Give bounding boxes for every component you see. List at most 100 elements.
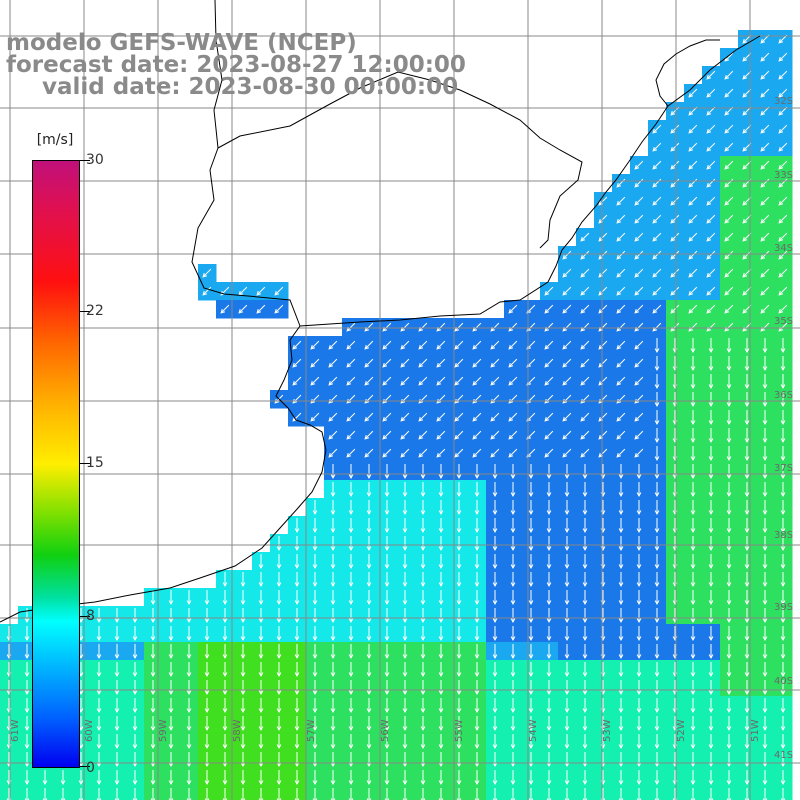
wind-arrow — [186, 770, 192, 786]
wind-arrow — [366, 536, 372, 552]
wind-arrow — [760, 160, 770, 170]
wind-arrow — [508, 430, 518, 440]
wind-arrow — [150, 644, 156, 660]
wind-arrow — [708, 536, 714, 552]
wind-arrow — [258, 716, 264, 732]
lon-label: 54W — [528, 719, 539, 742]
wind-arrow — [780, 644, 786, 660]
wind-arrow — [42, 770, 48, 786]
wind-arrow — [760, 232, 770, 242]
wind-arrow — [492, 734, 498, 750]
wind-arrow — [420, 608, 426, 624]
wind-arrow — [744, 518, 750, 534]
wind-arrow — [706, 304, 716, 314]
wind-arrow — [636, 770, 642, 786]
wind-arrow — [474, 680, 480, 696]
wind-arrow — [150, 662, 156, 678]
wind-arrow — [580, 304, 590, 314]
wind-arrow — [762, 608, 768, 624]
wind-arrow — [760, 304, 770, 314]
wind-arrow — [402, 464, 408, 480]
wind-arrow — [492, 716, 498, 732]
lon-label: 59W — [158, 719, 169, 742]
wind-arrow — [366, 644, 372, 660]
wind-arrow — [616, 430, 626, 440]
wind-arrow — [528, 518, 534, 534]
wind-arrow — [778, 52, 788, 62]
wind-arrow — [582, 590, 588, 606]
wind-arrow — [330, 572, 336, 588]
wind-arrow — [690, 644, 696, 660]
wind-arrow — [688, 178, 698, 188]
wind-arrow — [708, 644, 714, 660]
wind-arrow — [564, 734, 570, 750]
wind-arrow — [706, 160, 716, 170]
wind-arrow — [510, 500, 516, 516]
wind-arrow — [132, 752, 138, 768]
wind-arrow — [508, 394, 518, 404]
wind-arrow — [546, 590, 552, 606]
wind-arrow — [222, 626, 228, 642]
wind-arrow — [724, 232, 734, 242]
wind-arrow — [418, 430, 428, 440]
wind-arrow — [744, 680, 750, 696]
wind-arrow — [24, 734, 30, 750]
wind-arrow — [528, 752, 534, 768]
wind-arrow — [580, 394, 590, 404]
wind-arrow — [454, 358, 464, 368]
wind-arrow — [328, 430, 338, 440]
wind-arrow — [528, 662, 534, 678]
wind-arrow — [474, 482, 480, 498]
wind-arrow — [744, 338, 750, 354]
wind-arrow — [510, 572, 516, 588]
wind-arrow — [402, 536, 408, 552]
wind-arrow — [762, 536, 768, 552]
wind-arrow — [274, 286, 284, 296]
wind-arrow — [582, 734, 588, 750]
wind-arrow — [276, 644, 282, 660]
wind-arrow — [310, 340, 320, 350]
wind-arrow — [222, 734, 228, 750]
wind-arrow — [132, 662, 138, 678]
wind-arrow — [384, 734, 390, 750]
wind-arrow — [780, 410, 786, 426]
wind-arrow — [762, 698, 768, 714]
wind-arrow — [456, 482, 462, 498]
wind-arrow — [456, 500, 462, 516]
wind-arrow — [328, 394, 338, 404]
wind-arrow — [366, 680, 372, 696]
wind-arrow — [508, 376, 518, 386]
wind-arrow — [582, 752, 588, 768]
wind-arrow — [706, 178, 716, 188]
wind-arrow — [24, 716, 30, 732]
wind-arrow — [258, 680, 264, 696]
wind-arrow — [708, 734, 714, 750]
wind-arrow — [744, 644, 750, 660]
wind-arrow — [276, 698, 282, 714]
wind-arrow — [474, 644, 480, 660]
wind-arrow — [762, 428, 768, 444]
wind-arrow — [454, 340, 464, 350]
wind-arrow — [366, 518, 372, 534]
wind-arrow — [634, 160, 644, 170]
wind-arrow — [564, 554, 570, 570]
wind-arrow — [762, 752, 768, 768]
wind-arrow — [564, 698, 570, 714]
wind-arrow — [420, 464, 426, 480]
wind-arrow — [438, 482, 444, 498]
wind-arrow — [564, 518, 570, 534]
wind-arrow — [204, 662, 210, 678]
wind-arrow — [690, 626, 696, 642]
wind-arrow — [564, 716, 570, 732]
colorbar-label-15: 15 — [86, 455, 104, 471]
border-river-path — [191, 0, 301, 327]
map-title-forecast-date: forecast date: 2023-08-27 12:00:00 — [6, 52, 466, 78]
wind-arrow — [310, 376, 320, 386]
wind-arrow — [114, 662, 120, 678]
wind-arrow — [780, 626, 786, 642]
wind-arrow — [546, 482, 552, 498]
wind-arrow — [688, 232, 698, 242]
wind-arrow — [258, 644, 264, 660]
wind-arrow — [562, 430, 572, 440]
wind-arrow — [724, 124, 734, 134]
